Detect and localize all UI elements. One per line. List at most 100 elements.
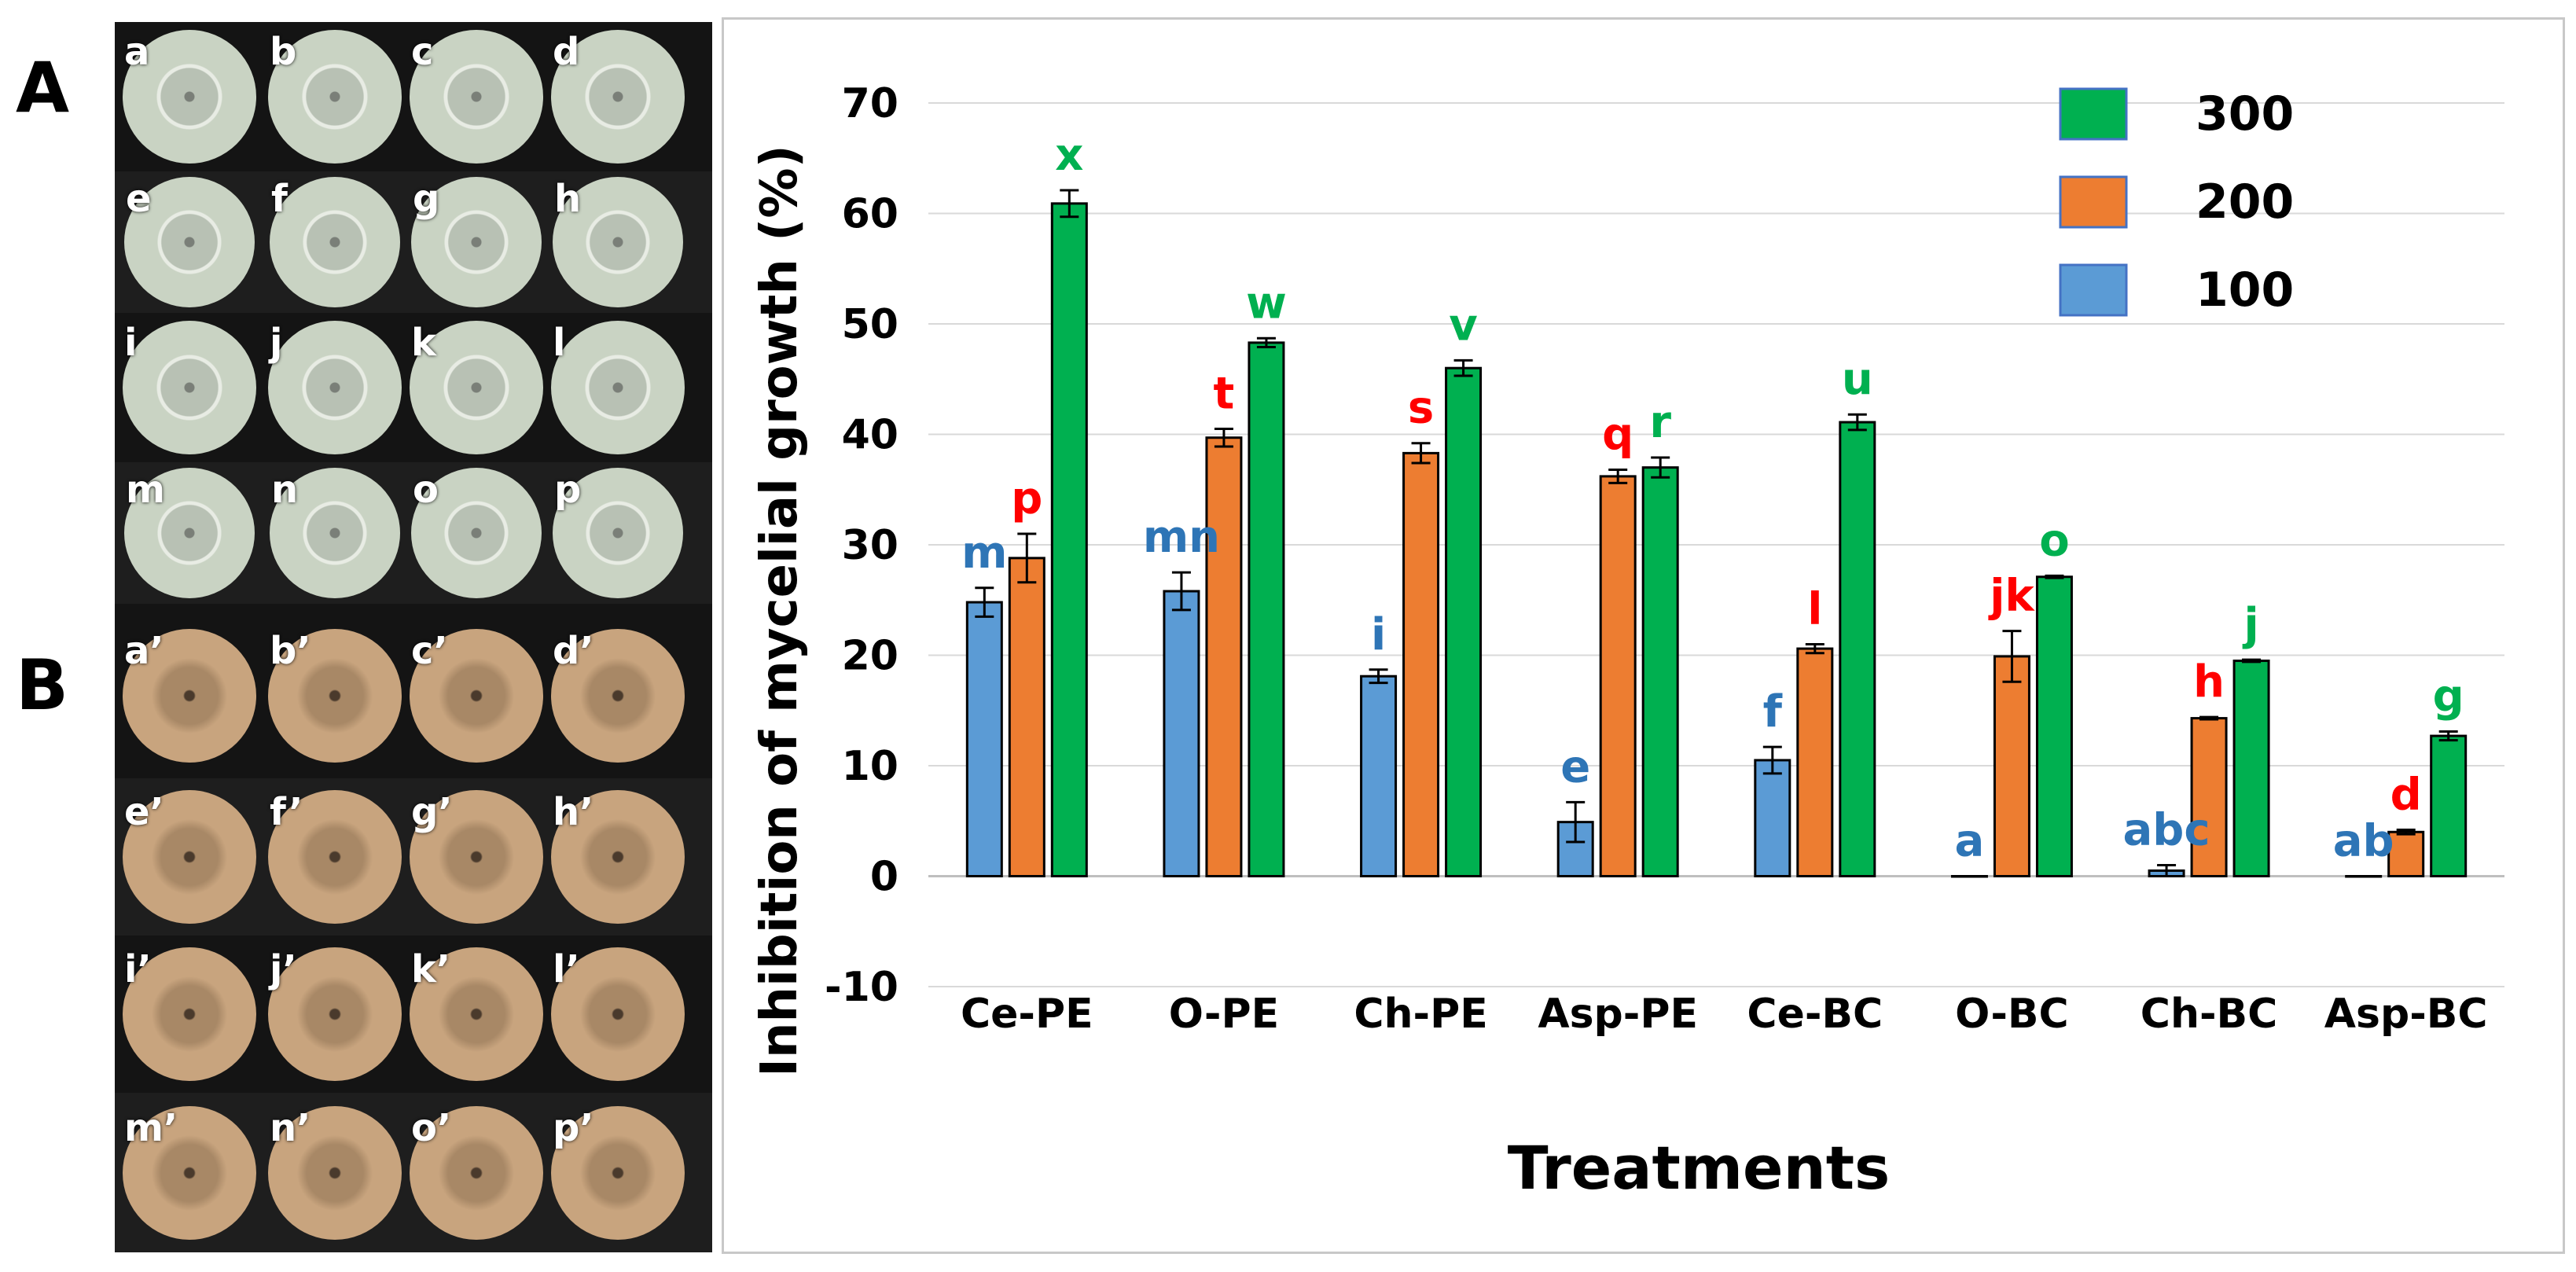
x-tick-label: O-BC <box>1955 991 2069 1038</box>
y-tick-label: 20 <box>842 633 898 680</box>
dish-label: h’ <box>553 790 594 834</box>
panel-letter-b: B <box>16 645 69 726</box>
bar <box>1445 366 1483 877</box>
x-tick-label: Ce-BC <box>1747 991 1883 1038</box>
y-tick-label: -10 <box>825 964 898 1011</box>
significance-letter: a <box>1955 816 1985 867</box>
bars <box>965 202 2468 878</box>
significance-letter: i <box>1371 609 1386 660</box>
y-tick-label: 60 <box>842 191 898 238</box>
dish-row-b-row: e’ f’ g’ h’ <box>115 778 712 936</box>
legend-swatch <box>2059 87 2128 141</box>
petri-dish <box>268 947 402 1081</box>
dish-label: k <box>411 321 436 365</box>
petri-dish <box>123 629 256 763</box>
dish-label: p’ <box>553 1105 594 1150</box>
petri-dish <box>123 790 256 924</box>
significance-letter: l <box>1807 583 1822 634</box>
significance-letter: m <box>961 528 1007 579</box>
dish-label: h <box>554 177 582 221</box>
significance-letter: q <box>1602 409 1633 460</box>
petri-dish <box>270 177 400 307</box>
error-bars <box>975 189 2458 877</box>
significance-letter: abc <box>2123 804 2210 855</box>
y-tick-label: 10 <box>842 743 898 790</box>
dish-row-a-row: a b c d <box>115 22 712 171</box>
axis-ticks: -10 0 10 20 30 40 50 60 70 Ce-PE O-PE Ch-PE Asp-PE Ce… <box>825 80 2488 1038</box>
legend-label: 100 <box>2196 263 2294 318</box>
petri-dish <box>410 1105 543 1240</box>
bar <box>1402 451 1440 877</box>
petri-dish <box>410 321 543 454</box>
petri-dish <box>551 321 685 454</box>
dish-label: n <box>271 468 299 512</box>
petri-dish <box>123 1105 256 1240</box>
bar <box>1008 557 1045 877</box>
petri-dish <box>410 947 543 1081</box>
dish-label: j’ <box>270 947 297 991</box>
petri-dish <box>411 468 542 598</box>
panel-letter-a: A <box>16 47 70 128</box>
dish-row-b-row: i’ j’ k’ l’ <box>115 936 712 1093</box>
dish-label: j <box>270 321 283 365</box>
dish-label: m’ <box>124 1105 178 1150</box>
petri-dish <box>123 321 256 454</box>
petri-dish <box>123 30 256 164</box>
bar <box>1754 759 1791 877</box>
dish-label: n’ <box>270 1105 311 1150</box>
dish-label: d <box>553 30 580 74</box>
petri-dish <box>551 1105 685 1240</box>
dish-row-a-row: i j k l <box>115 313 712 462</box>
significance-letter: s <box>1408 383 1434 434</box>
chart-frame: m p x mn t w i s v e q r f l u a jk o abc h j ab d g -10 0 10 20 30… <box>722 17 2565 1254</box>
petri-dish <box>124 468 255 598</box>
dish-label: a’ <box>124 629 164 673</box>
dish-row-b-row: a’ b’ c’ d’ <box>115 613 712 778</box>
dish-row-b-row: m’ n’ o’ p’ <box>115 1093 712 1252</box>
petri-dish <box>553 468 683 598</box>
petri-dish <box>410 790 543 924</box>
y-axis-label: Inhibition of mycelial growth (%) <box>751 145 809 1077</box>
dish-label: c’ <box>411 629 448 673</box>
petri-dish <box>551 629 685 763</box>
bar <box>1839 421 1876 877</box>
significance-letter: g <box>2433 671 2464 722</box>
bar <box>1248 341 1285 877</box>
x-tick-label: Asp-PE <box>1538 991 1698 1038</box>
significance-letter: p <box>1011 473 1042 524</box>
bar <box>965 601 1003 877</box>
significance-letter: j <box>2242 599 2258 650</box>
dish-row-a-row: e f g h <box>115 171 712 313</box>
petri-dish <box>551 30 685 164</box>
dish-label: g <box>413 177 440 221</box>
significance-letter: h <box>2193 656 2225 708</box>
bar <box>1599 475 1637 877</box>
petri-dish <box>124 177 255 307</box>
dish-label: i <box>124 321 138 365</box>
y-tick-label: 0 <box>870 854 898 901</box>
dish-label: e’ <box>124 790 164 834</box>
x-tick-label: Ce-PE <box>961 991 1093 1038</box>
dish-label: b’ <box>270 629 311 673</box>
y-tick-label: 40 <box>842 412 898 459</box>
dish-label: c <box>411 30 434 74</box>
significance-letter: w <box>1246 278 1287 329</box>
significance-letter: mn <box>1143 512 1220 563</box>
bar <box>2430 734 2468 877</box>
petri-dish <box>551 790 685 924</box>
bar <box>1796 647 1834 877</box>
bar <box>1050 202 1088 878</box>
dish-label: m <box>126 468 166 512</box>
bar <box>2387 830 2425 878</box>
petri-dish <box>268 790 402 924</box>
petri-dish <box>268 321 402 454</box>
legend-label: 300 <box>2196 86 2294 142</box>
y-tick-label: 50 <box>842 301 898 348</box>
significance-letter: e <box>1560 741 1590 792</box>
x-tick-label: Ch-BC <box>2141 991 2278 1038</box>
legend: 300 200 100 <box>2059 86 2294 318</box>
bar <box>1641 466 1679 877</box>
significance-letter: t <box>1214 368 1235 419</box>
